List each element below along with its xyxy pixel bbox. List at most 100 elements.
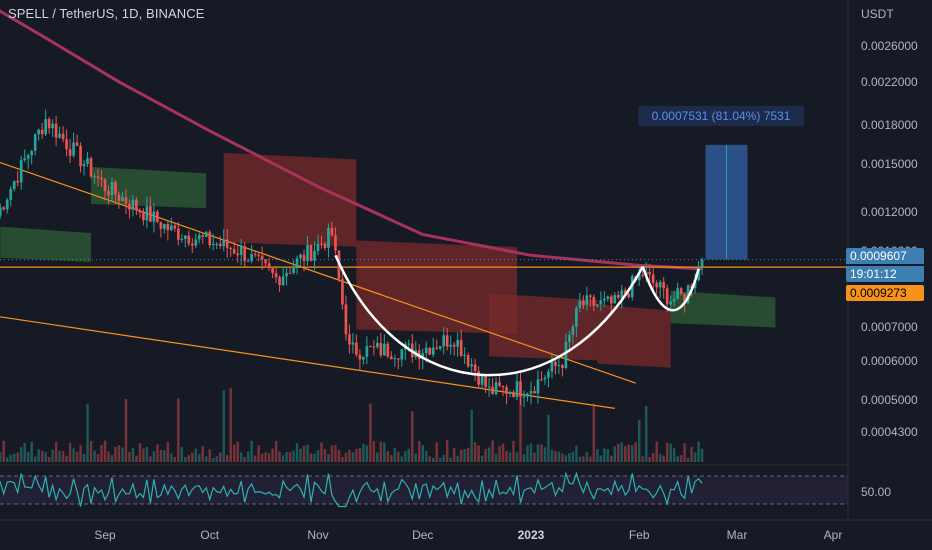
- volume-bar: [128, 451, 131, 462]
- volume-bar: [264, 452, 267, 462]
- candle-body: [187, 235, 191, 244]
- candle-body: [190, 243, 194, 246]
- candle-body: [149, 206, 152, 222]
- volume-bar: [344, 452, 348, 462]
- volume-bar: [68, 442, 72, 462]
- candle-body: [170, 225, 173, 231]
- candle-body: [75, 142, 79, 146]
- volume-bar: [225, 454, 229, 462]
- volume-bar: [274, 441, 278, 462]
- volume-bar: [498, 445, 501, 462]
- candle-body: [578, 300, 582, 308]
- candle-body: [505, 387, 508, 395]
- candle-body: [19, 160, 23, 183]
- volume-bar: [700, 448, 704, 462]
- candle-body: [288, 272, 292, 274]
- volume-bar: [421, 444, 424, 462]
- candle-body: [351, 342, 355, 345]
- volume-bar: [411, 411, 414, 462]
- volume-bar: [358, 448, 362, 462]
- volume-bar: [435, 442, 438, 462]
- volume-bar: [187, 455, 191, 462]
- volume-bar: [487, 447, 491, 462]
- volume-bar: [477, 445, 480, 462]
- volume-bar: [529, 443, 533, 462]
- candle-body: [700, 259, 704, 267]
- volume-bar: [124, 398, 128, 462]
- volume-bar: [107, 451, 110, 462]
- volume-bar: [285, 452, 288, 462]
- candle-body: [180, 238, 184, 240]
- volume-bar: [302, 445, 306, 462]
- volume-bar: [564, 455, 568, 462]
- candle-body: [557, 365, 561, 367]
- candle-body: [253, 254, 257, 256]
- candle-body: [176, 228, 180, 240]
- volume-bar: [320, 442, 323, 462]
- volume-bar: [515, 452, 519, 462]
- candle-body: [536, 379, 540, 394]
- volume-bar: [100, 444, 103, 462]
- candle-body: [93, 176, 96, 178]
- candle-body: [547, 371, 550, 378]
- volume-bar: [194, 448, 198, 462]
- volume-bar: [152, 451, 156, 462]
- candle-body: [239, 246, 243, 256]
- volume-bar: [159, 449, 163, 462]
- volume-bar: [679, 455, 683, 462]
- volume-bar: [93, 450, 96, 462]
- candle-body: [606, 296, 610, 299]
- volume-bar: [672, 448, 676, 462]
- volume-bar: [547, 414, 550, 462]
- volume-bar: [386, 451, 390, 462]
- volume-bar: [313, 453, 316, 462]
- candle-body: [456, 339, 459, 347]
- volume-bar: [554, 451, 557, 462]
- candle-body: [2, 207, 6, 210]
- candle-body: [362, 356, 365, 360]
- candle-body: [131, 199, 135, 210]
- volume-bar: [198, 454, 201, 462]
- candle-body: [58, 133, 61, 138]
- time-tick: Nov: [307, 528, 329, 542]
- volume-bar: [47, 456, 51, 462]
- volume-bar: [215, 456, 218, 462]
- volume-bar: [163, 450, 166, 462]
- candle-body: [445, 335, 449, 347]
- candle-body: [68, 149, 72, 156]
- candle-body: [669, 301, 672, 305]
- volume-bar: [156, 444, 159, 462]
- volume-bar: [337, 449, 341, 462]
- volume-bar: [376, 452, 379, 462]
- rsi-band: [0, 476, 848, 504]
- candle-body: [257, 255, 260, 257]
- candle-body: [152, 211, 156, 222]
- volume-bar: [390, 454, 393, 462]
- volume-bar: [686, 457, 690, 462]
- candle-body: [9, 188, 13, 200]
- candle-body: [655, 282, 659, 288]
- volume-bar: [54, 441, 58, 462]
- countdown-tag: 19:01:12: [846, 266, 924, 282]
- candle-body: [508, 391, 512, 395]
- volume-bar: [121, 447, 124, 462]
- volume-bar: [246, 451, 250, 462]
- volume-bar: [9, 454, 12, 462]
- candle-body: [554, 361, 557, 366]
- price-tick: 0.0022000: [861, 74, 918, 89]
- candle-body: [96, 176, 100, 178]
- candle-body: [540, 379, 543, 381]
- volume-bar: [51, 449, 54, 462]
- volume-bar: [501, 443, 505, 462]
- volume-bar: [463, 449, 466, 462]
- volume-bar: [40, 450, 44, 462]
- volume-bar: [295, 443, 299, 462]
- volume-bar: [480, 455, 484, 462]
- candle-body: [683, 293, 686, 303]
- candle-body: [637, 274, 641, 281]
- candle-body: [124, 197, 128, 204]
- price-tick: 0.0005000: [861, 392, 918, 407]
- candle-body: [477, 371, 480, 385]
